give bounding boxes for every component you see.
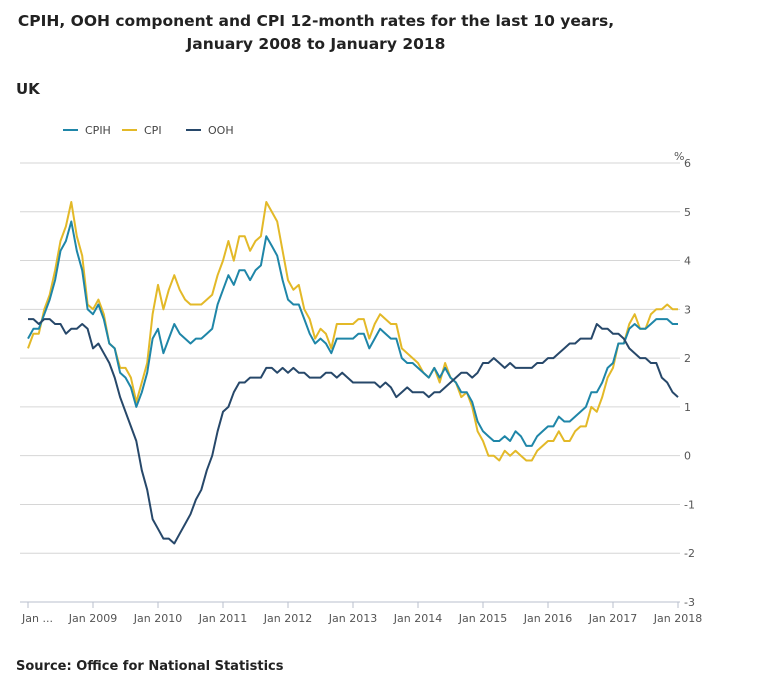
legend-label-cpih: CPIH xyxy=(85,124,111,137)
series-line-ooh xyxy=(28,318,679,545)
x-tick-label: Jan 2013 xyxy=(328,612,377,625)
y-tick-label: -2 xyxy=(684,547,695,560)
x-tick-label: Jan 2011 xyxy=(198,612,247,625)
x-tick-label: Jan 2018 xyxy=(653,612,702,625)
y-tick-label: 3 xyxy=(684,303,691,316)
chart-subtitle: UK xyxy=(16,80,40,98)
x-tick-label: Jan 2017 xyxy=(588,612,637,625)
series-line-cpih xyxy=(27,220,678,447)
legend-label-cpi: CPI xyxy=(144,124,162,137)
y-tick-label: 4 xyxy=(684,255,691,268)
x-tick-label: Jan ... xyxy=(21,612,53,625)
series-line-cpi xyxy=(27,201,678,462)
x-tick-label: Jan 2014 xyxy=(393,612,442,625)
y-tick-label: -1 xyxy=(684,498,695,511)
x-tick-label: Jan 2012 xyxy=(263,612,312,625)
x-tick-label: Jan 2016 xyxy=(523,612,572,625)
y-tick-label: 0 xyxy=(684,450,691,463)
x-tick-label: Jan 2009 xyxy=(68,612,117,625)
chart-title: CPIH, OOH component and CPI 12-month rat… xyxy=(17,12,615,53)
source-note: Source: Office for National Statistics xyxy=(16,659,284,674)
legend-label-ooh: OOH xyxy=(208,124,234,137)
y-tick-label: 5 xyxy=(684,206,691,219)
y-tick-label: -3 xyxy=(684,596,695,609)
x-tick-label: Jan 2010 xyxy=(133,612,182,625)
y-tick-label: 2 xyxy=(684,352,691,365)
y-tick-label: 1 xyxy=(684,401,691,414)
y-tick-label: 6 xyxy=(684,157,691,170)
x-tick-label: Jan 2015 xyxy=(458,612,507,625)
y-axis-unit: % xyxy=(674,150,684,163)
